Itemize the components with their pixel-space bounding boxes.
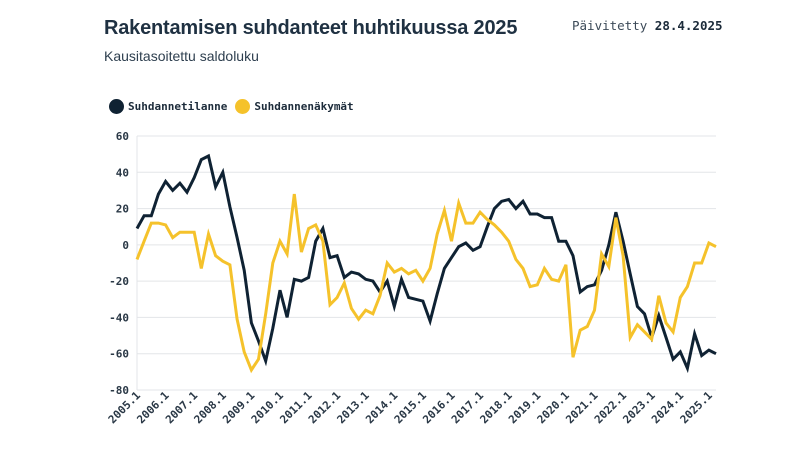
legend: Suhdannetilanne Suhdannenäkymät (109, 99, 362, 114)
series-line-suhdannetilanne (135, 153, 717, 374)
y-tick-label: 60 (116, 130, 129, 143)
series-line-suhdannenakymat (135, 193, 717, 374)
y-tick-label: -40 (109, 311, 129, 324)
chart-subtitle: Kausitasoitettu saldoluku (104, 48, 259, 64)
legend-label: Suhdannetilanne (128, 100, 228, 113)
updated-date: 28.4.2025 (654, 18, 723, 33)
legend-dot-icon (235, 99, 251, 114)
legend-dot-icon (109, 99, 124, 114)
y-tick-label: 40 (116, 166, 129, 179)
legend-item-suhdannetilanne[interactable]: Suhdannetilanne (109, 99, 227, 114)
y-tick-label: -60 (109, 348, 129, 361)
updated-info: Päivitetty 28.4.2025 (572, 18, 723, 33)
legend-item-suhdannenakymat[interactable]: Suhdannenäkymät (235, 99, 354, 114)
y-tick-label: 0 (122, 239, 129, 252)
chart-title: Rakentamisen suhdanteet huhtikuussa 2025 (104, 17, 518, 39)
y-tick-label: 20 (116, 203, 129, 216)
legend-label: Suhdannenäkymät (254, 100, 354, 113)
updated-label: Päivitetty (572, 18, 648, 33)
y-tick-label: -80 (109, 384, 129, 397)
y-tick-label: -20 (109, 275, 129, 288)
x-tick-label: 2025.1 (678, 389, 716, 427)
